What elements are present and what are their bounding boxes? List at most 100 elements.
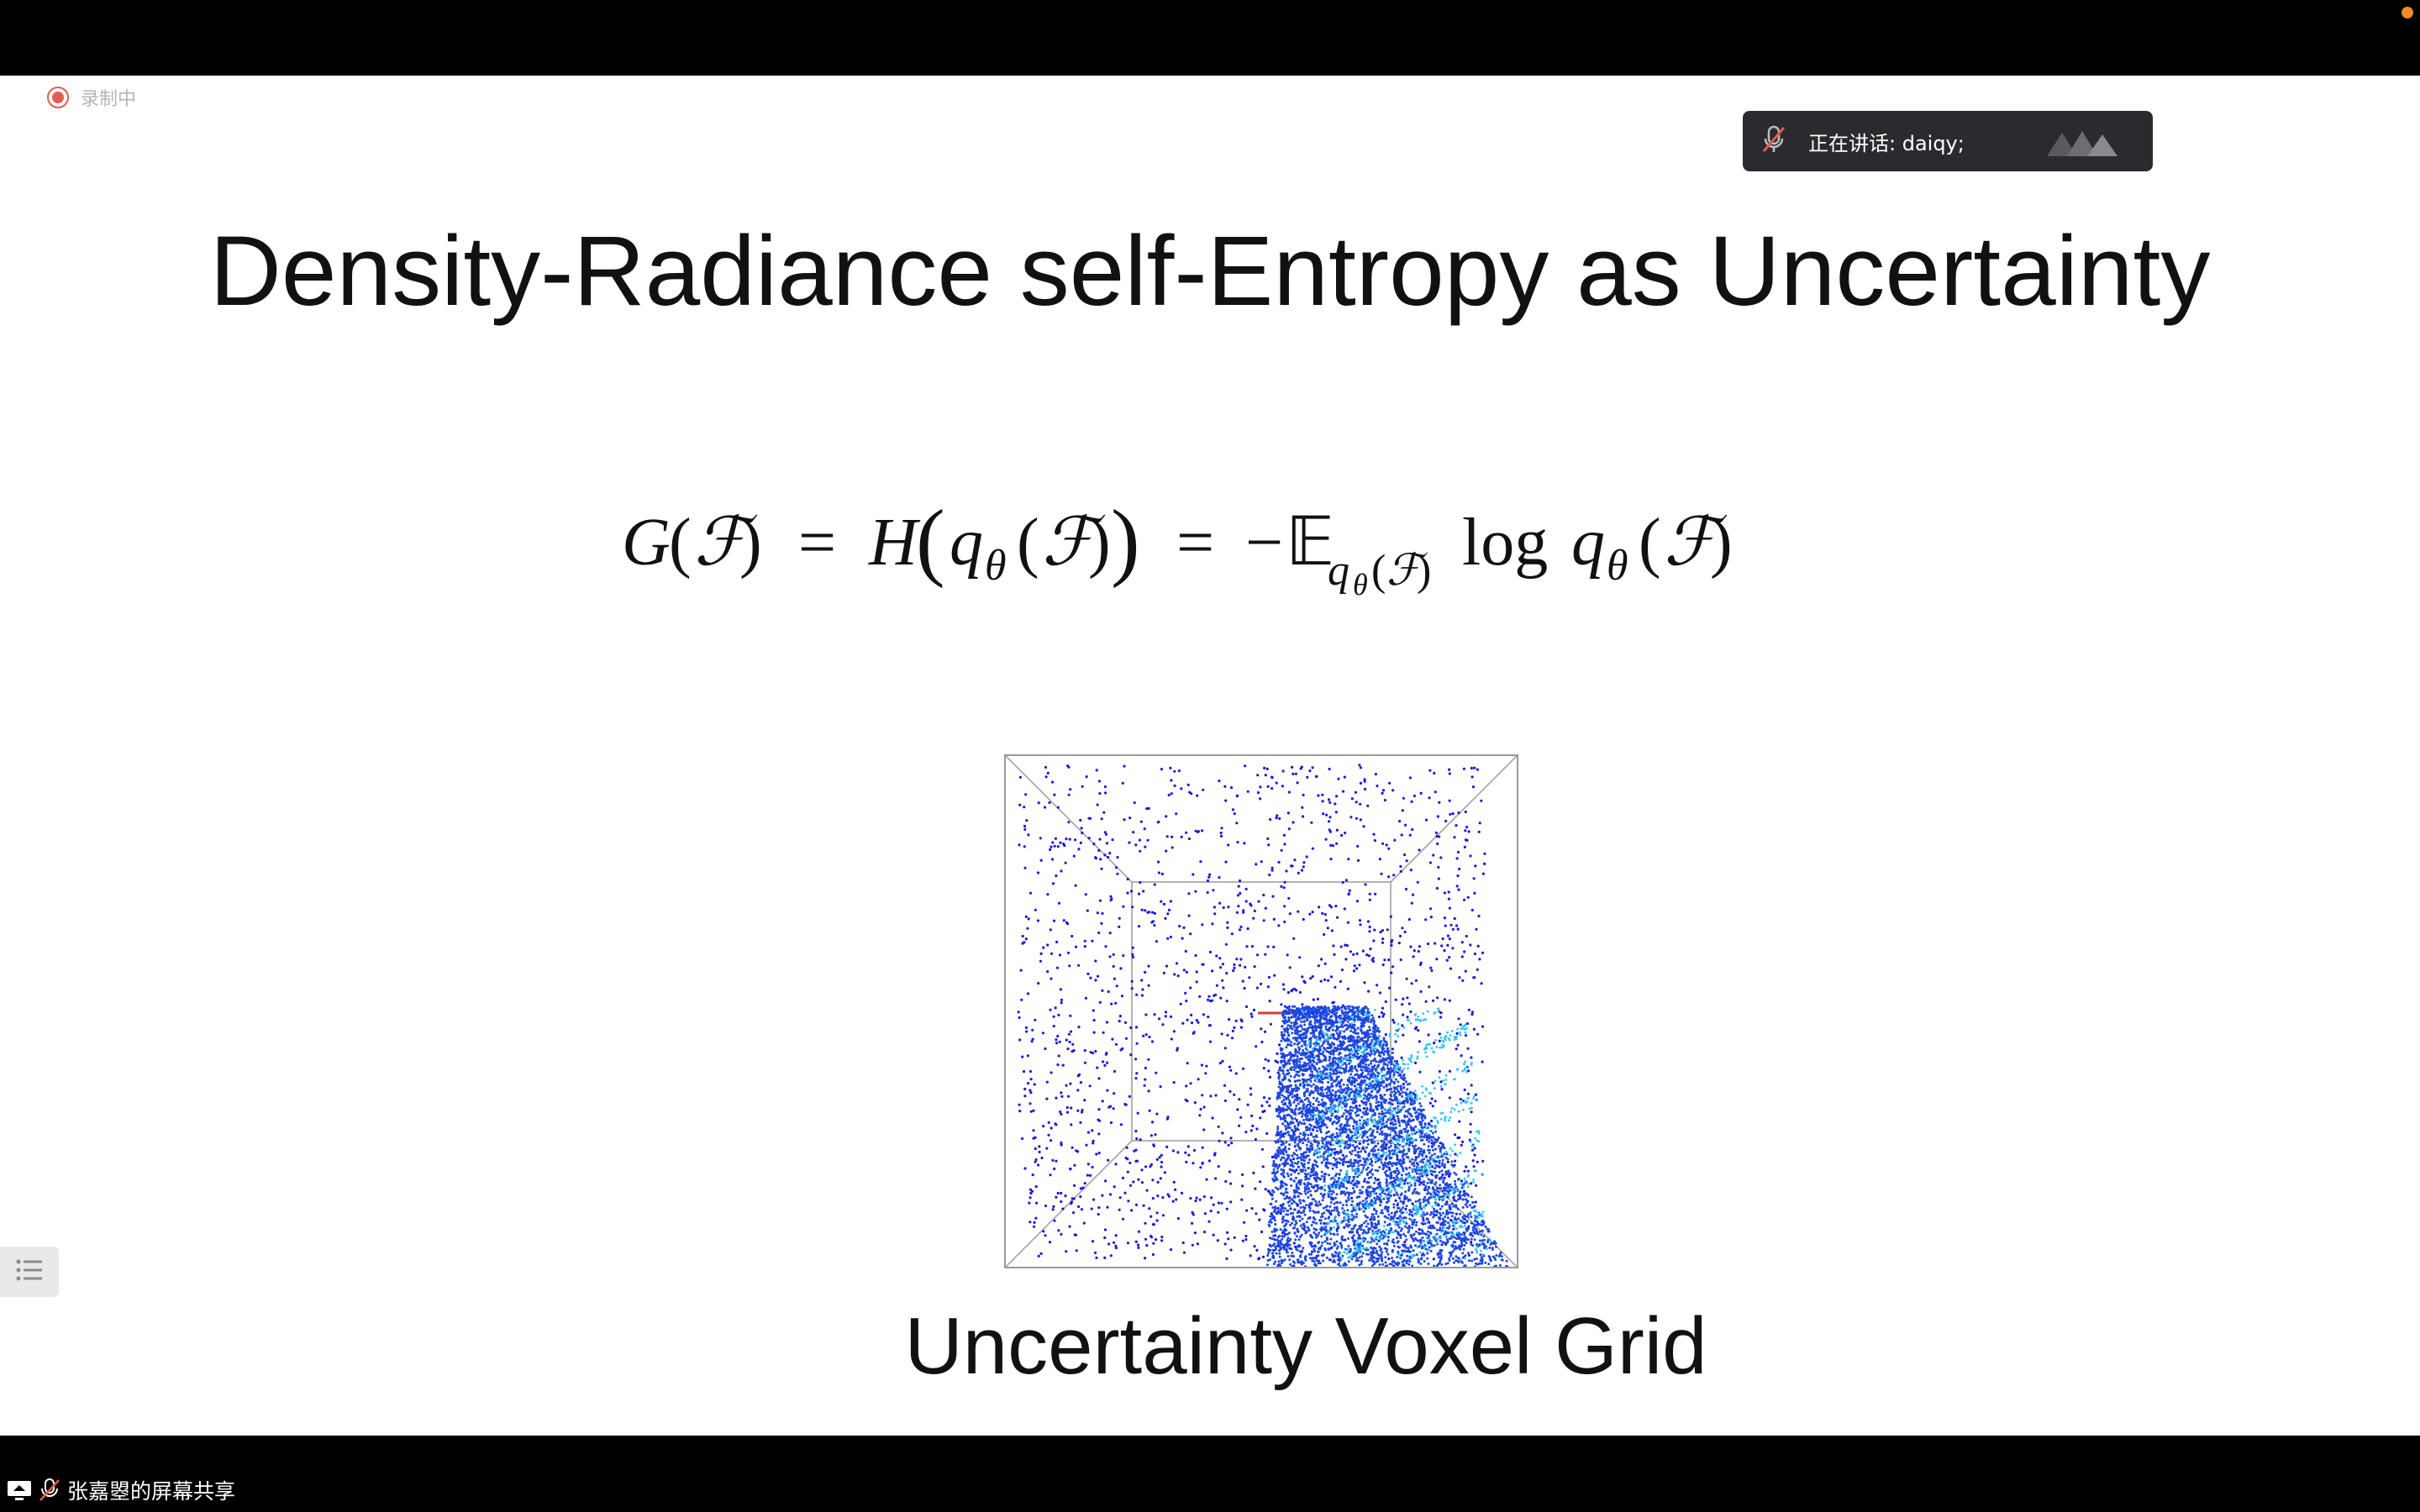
voxel-point	[1276, 1127, 1280, 1131]
voxel-point	[1055, 1123, 1058, 1126]
voxel-point	[1391, 1121, 1394, 1125]
voxel-point	[1448, 1225, 1451, 1228]
voxel-point	[1432, 1148, 1434, 1152]
voxel-point	[1392, 1241, 1396, 1244]
voxel-point	[1436, 1221, 1439, 1224]
voxel-point	[1328, 1026, 1332, 1029]
voxel-point	[1112, 1107, 1115, 1110]
voxel-point	[1347, 1134, 1350, 1137]
voxel-point	[1405, 1173, 1407, 1176]
recording-indicator[interactable]: 录制中	[47, 84, 136, 111]
voxel-point	[1438, 1162, 1441, 1165]
voxel-point	[1444, 1263, 1448, 1266]
voxel-point	[1249, 1254, 1252, 1257]
voxel-point	[1362, 1107, 1365, 1110]
voxel-point	[1354, 1018, 1356, 1021]
voxel-point	[1499, 1251, 1502, 1254]
voxel-point	[1236, 894, 1240, 897]
voxel-point	[1345, 1121, 1349, 1125]
voxel-point	[1471, 1234, 1474, 1237]
voxel-point	[1280, 1003, 1283, 1006]
voxel-point	[1126, 1242, 1130, 1245]
voxel-point	[1102, 811, 1106, 814]
voxel-point	[1276, 1107, 1279, 1110]
voxel-point	[1054, 1006, 1057, 1010]
voxel-point	[1352, 953, 1355, 956]
voxel-point	[1423, 1142, 1426, 1146]
voxel-point	[1070, 1200, 1074, 1204]
voxel-point	[1160, 900, 1163, 903]
voxel-point	[1290, 1247, 1293, 1251]
voxel-point	[1465, 1205, 1469, 1209]
voxel-point	[1458, 867, 1461, 871]
voxel-point	[1160, 1153, 1163, 1157]
voxel-point	[1227, 1143, 1230, 1147]
voxel-point	[1306, 775, 1309, 779]
voxel-point	[1235, 822, 1239, 825]
voxel-point	[1199, 1107, 1202, 1111]
voxel-point	[1020, 998, 1023, 1001]
voxel-point	[1451, 927, 1455, 931]
voxel-point	[1190, 1021, 1194, 1025]
voxel-point	[1456, 927, 1460, 931]
voxel-point	[1098, 1000, 1102, 1004]
voxel-point	[1281, 785, 1284, 788]
voxel-point	[1305, 1117, 1308, 1121]
voxel-point	[1307, 1252, 1311, 1256]
voxel-point	[1451, 812, 1455, 816]
voxel-point	[1143, 1084, 1146, 1087]
voxel-point	[1305, 855, 1308, 858]
voxel-point	[1285, 869, 1288, 873]
voxel-point	[1214, 1094, 1218, 1097]
voxel-point	[1358, 1256, 1361, 1259]
voxel-point	[1045, 1097, 1049, 1100]
voxel-point	[1229, 1200, 1233, 1204]
voxel-point	[1186, 1145, 1190, 1148]
voxel-point	[1055, 1096, 1058, 1100]
voxel-point	[1466, 1047, 1470, 1050]
voxel-point	[1305, 1204, 1308, 1207]
voxel-point	[1268, 1075, 1272, 1079]
voxel-point	[1228, 1065, 1231, 1068]
voxel-point	[1322, 1259, 1325, 1263]
voxel-point	[1392, 1018, 1395, 1021]
voxel-point	[1476, 1160, 1479, 1163]
voxel-point	[1201, 923, 1204, 927]
voxel-point	[1142, 1034, 1145, 1037]
voxel-point	[1201, 829, 1204, 832]
voxel-point	[1380, 1199, 1382, 1202]
voxel-point	[1376, 1142, 1380, 1145]
voxel-point	[1285, 1141, 1288, 1144]
voxel-point	[1375, 1212, 1378, 1215]
voxel-point	[1097, 1152, 1101, 1155]
voxel-point	[1427, 1226, 1430, 1229]
voxel-point	[1453, 1199, 1456, 1202]
voxel-point	[1467, 1253, 1470, 1257]
voxel-point	[1387, 958, 1391, 962]
voxel-point	[1375, 1105, 1377, 1108]
voxel-point	[1438, 1262, 1441, 1265]
voxel-point	[1408, 1082, 1412, 1085]
voxel-point	[1335, 1230, 1339, 1233]
voxel-point	[1313, 1227, 1316, 1231]
voxel-point	[1221, 979, 1224, 982]
voxel-point	[1435, 886, 1439, 890]
voxel-point	[1050, 1126, 1053, 1130]
voxel-point	[1427, 942, 1430, 946]
voxel-point	[1023, 824, 1027, 828]
voxel-point	[1325, 1256, 1328, 1259]
voxel-point	[1112, 953, 1115, 956]
voxel-point	[1291, 1088, 1294, 1090]
voxel-point	[1221, 963, 1224, 966]
voxel-point	[1091, 1052, 1095, 1055]
voxel-point	[1302, 1040, 1306, 1043]
voxel-point	[1348, 1124, 1351, 1127]
voxel-point	[1438, 1198, 1441, 1201]
voxel-point	[1296, 781, 1299, 785]
voxel-point	[1391, 938, 1394, 942]
voxel-point	[1386, 1239, 1390, 1242]
voxel-point	[1054, 837, 1057, 840]
voxel-point	[1428, 1192, 1432, 1195]
voxel-point	[1428, 861, 1432, 864]
voxel-point	[1295, 1247, 1298, 1251]
